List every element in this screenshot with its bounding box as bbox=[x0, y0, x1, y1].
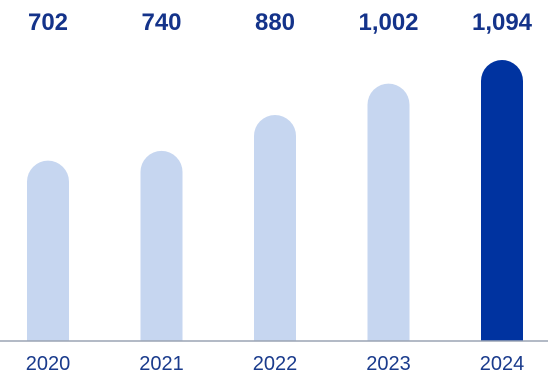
bar-2023 bbox=[367, 83, 410, 341]
value-label-2020: 702 bbox=[28, 9, 68, 36]
value-label-2023: 1,002 bbox=[358, 9, 418, 36]
category-label-2021: 2021 bbox=[139, 353, 184, 375]
value-labels-group: 702 740 880 1,002 1,094 bbox=[28, 9, 533, 36]
bars-group bbox=[27, 60, 523, 341]
value-label-2024: 1,094 bbox=[472, 9, 533, 36]
bar-2022 bbox=[254, 114, 296, 341]
category-labels-group: 2020 2021 2022 2023 2024 bbox=[26, 353, 525, 375]
bar-2021 bbox=[140, 150, 183, 341]
category-label-2022: 2022 bbox=[253, 353, 298, 375]
category-label-2024: 2024 bbox=[480, 353, 525, 375]
value-label-2021: 740 bbox=[141, 9, 181, 36]
category-label-2023: 2023 bbox=[366, 353, 411, 375]
bar-2020 bbox=[27, 160, 69, 341]
bar-2024 bbox=[481, 60, 523, 341]
category-label-2020: 2020 bbox=[26, 353, 71, 375]
value-label-2022: 880 bbox=[255, 9, 295, 36]
